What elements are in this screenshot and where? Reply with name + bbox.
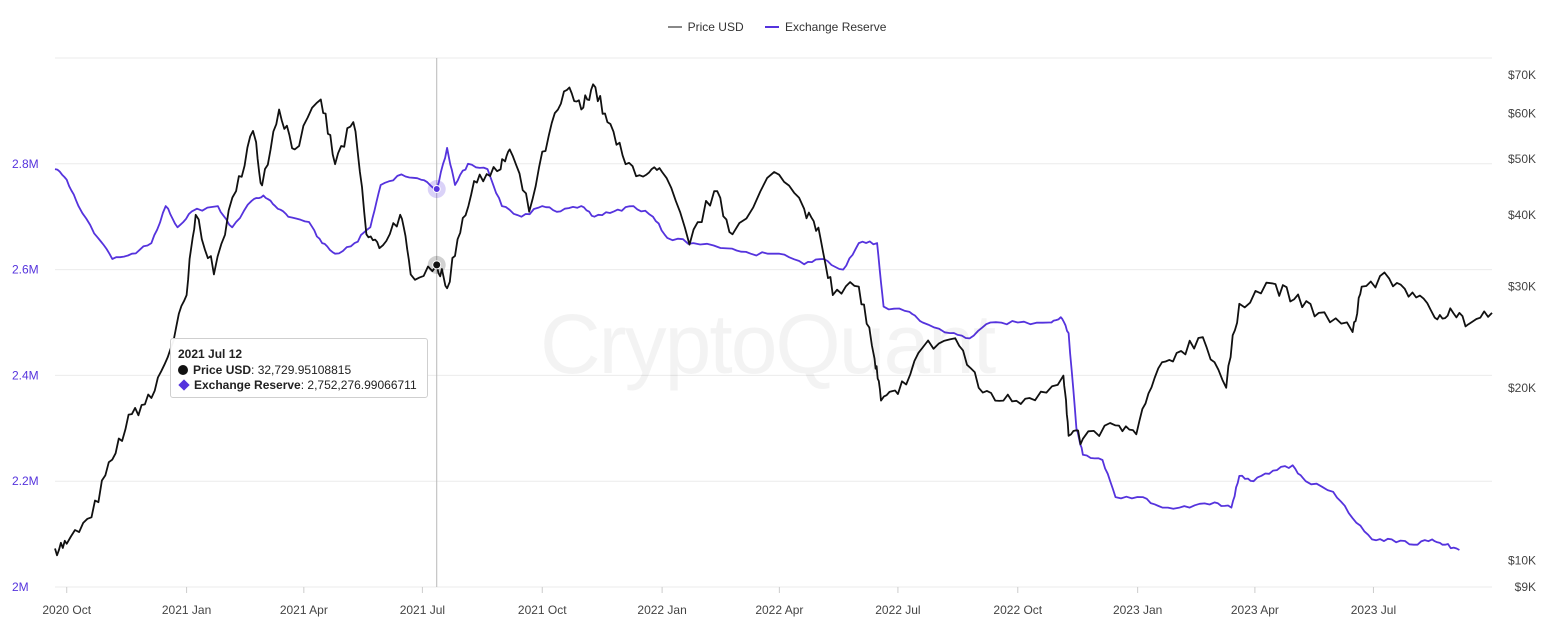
tooltip-price-value: : 32,729.95108815 [251, 363, 352, 377]
left-axis: 2M 2.2M 2.4M 2.6M 2.8M [12, 157, 39, 594]
x-axis-tick-label: 2022 Oct [993, 603, 1042, 617]
price-hover-dot [432, 260, 442, 270]
left-axis-tick-label: 2.4M [12, 368, 39, 382]
x-axis-tick-label: 2021 Jan [162, 603, 211, 617]
series-line-price-usd[interactable] [54, 83, 1493, 557]
hover-markers [427, 180, 446, 274]
left-axis-tick-label: 2.6M [12, 263, 39, 277]
x-axis-tick-label: 2020 Oct [42, 603, 91, 617]
x-axis: 2020 Oct 2021 Jan 2021 Apr 2021 Jul 2021 Oct… [42, 587, 1396, 617]
x-axis-tick-label: 2022 Jul [875, 603, 920, 617]
tooltip-reserve-name: Exchange Reserve [194, 378, 301, 392]
legend-item-price[interactable]: Price USD [667, 20, 744, 34]
tooltip: 2021 Jul 12 Price USD : 32,729.95108815 … [170, 338, 428, 398]
right-axis-tick-label: $30K [1508, 280, 1536, 294]
left-axis-tick-label: 2.8M [12, 157, 39, 171]
x-axis-tick-label: 2022 Apr [755, 603, 803, 617]
legend: Price USD Exchange Reserve [0, 17, 1554, 34]
x-axis-tick-label: 2023 Apr [1231, 603, 1279, 617]
tooltip-reserve-diamond-icon [178, 379, 190, 391]
legend-swatch-reserve [764, 26, 779, 28]
tooltip-row-reserve: Exchange Reserve : 2,752,276.99066711 [178, 378, 417, 392]
right-axis-tick-label: $20K [1508, 381, 1536, 395]
legend-item-reserve[interactable]: Exchange Reserve [764, 20, 887, 34]
legend-label-price: Price USD [687, 20, 744, 34]
right-axis-tick-label: $9K [1515, 580, 1536, 594]
x-axis-tick-label: 2023 Jul [1351, 603, 1396, 617]
right-axis-tick-label: $10K [1508, 554, 1536, 568]
right-axis: $9K $10K $20K $30K $40K $50K $60K $70K [1508, 68, 1536, 594]
x-axis-tick-label: 2021 Jul [400, 603, 445, 617]
watermark: CryptoQuant [540, 296, 996, 393]
tooltip-reserve-value: : 2,752,276.99066711 [300, 378, 417, 392]
series-line-exchange-reserve[interactable] [54, 147, 1460, 551]
reserve-hover-dot [432, 185, 441, 194]
x-axis-tick-label: 2021 Oct [518, 603, 567, 617]
legend-swatch-price [667, 26, 682, 28]
right-axis-tick-label: $40K [1508, 208, 1536, 222]
left-axis-tick-label: 2.2M [12, 474, 39, 488]
tooltip-row-price: Price USD : 32,729.95108815 [178, 363, 351, 377]
legend-label-reserve: Exchange Reserve [784, 20, 887, 34]
right-axis-tick-label: $70K [1508, 68, 1536, 82]
x-axis-tick-label: 2022 Jan [637, 603, 686, 617]
tooltip-date: 2021 Jul 12 [178, 347, 243, 361]
left-axis-tick-label: 2M [12, 580, 29, 594]
x-axis-tick-label: 2021 Apr [280, 603, 328, 617]
tooltip-price-dot-icon [178, 365, 188, 375]
tooltip-price-name: Price USD [193, 363, 252, 377]
right-axis-tick-label: $50K [1508, 152, 1536, 166]
x-axis-tick-label: 2023 Jan [1113, 603, 1162, 617]
right-axis-tick-label: $60K [1508, 107, 1536, 121]
